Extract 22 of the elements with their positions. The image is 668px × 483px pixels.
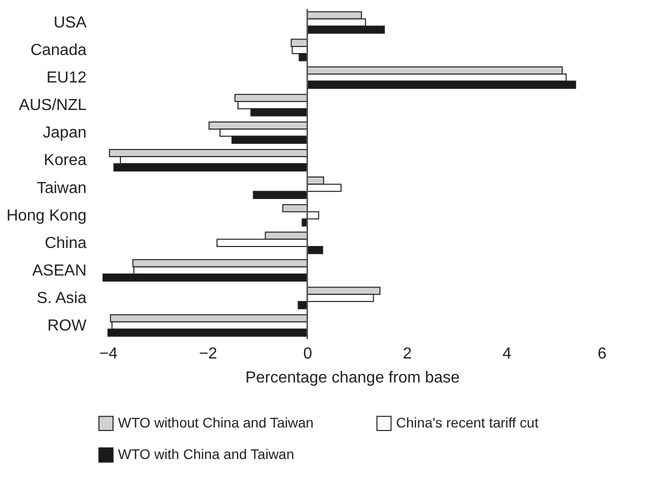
legend-label: WTO with China and Taiwan	[118, 446, 294, 462]
x-tick-label: 2	[402, 346, 412, 362]
legend-label: China's recent tariff cut	[396, 414, 539, 430]
y-tick-label: AUS/NZL	[18, 97, 87, 114]
x-tick-label: 4	[502, 346, 512, 362]
y-tick-label: ASEAN	[32, 262, 86, 280]
y-tick-label: USA	[54, 14, 87, 32]
x-tick-label: 0	[303, 346, 312, 362]
x-tick-label: −4	[99, 346, 118, 362]
y-tick-label: EU12	[46, 70, 87, 87]
y-tick-label: Korea	[44, 152, 87, 170]
y-tick-label: Japan	[42, 124, 86, 142]
y-tick-label: China	[44, 234, 87, 252]
y-tick-label: ROW	[47, 318, 88, 335]
legend-label: WTO without China and Taiwan	[118, 414, 314, 430]
x-tick-label: −2	[198, 346, 218, 362]
y-tick-label: Taiwan	[36, 180, 86, 197]
x-tick-label: 6	[598, 346, 607, 362]
y-tick-label: S. Asia	[36, 290, 87, 307]
x-axis-title: Percentage change from base	[245, 370, 460, 386]
y-tick-label: Hong Kong	[6, 207, 86, 224]
y-tick-label: Canada	[30, 42, 87, 60]
